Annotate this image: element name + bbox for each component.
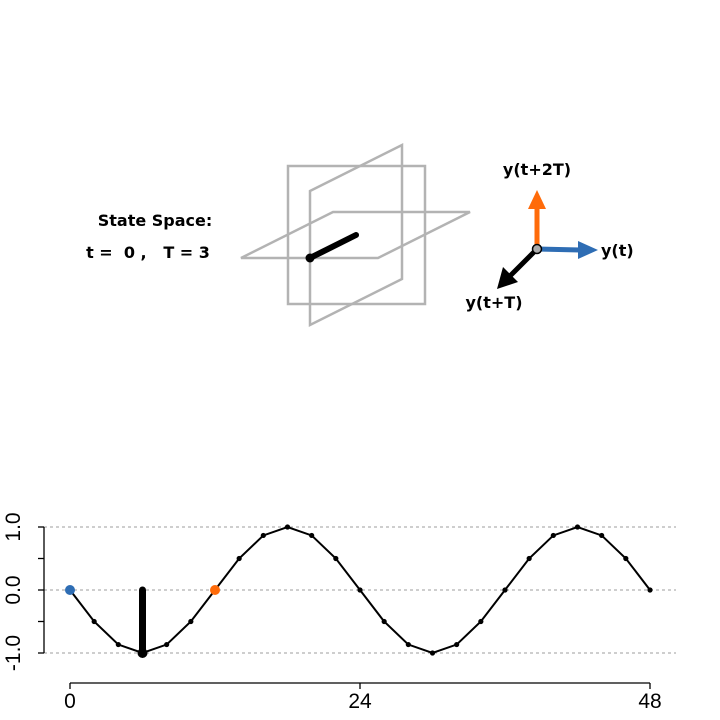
origin-point [531,243,543,255]
plane-side-yz [308,142,404,328]
time-series-chart: -1.0 0.0 1.0 0 24 48 [2,512,676,713]
data-point [91,618,97,625]
state-space-params: t = 0 , T = 3 [86,243,210,262]
plane-horizontal-xy [240,210,471,260]
trajectory-segment [307,232,359,261]
y-axis-arrow-shaft [508,247,539,278]
data-point [502,587,508,593]
data-point [284,524,291,530]
data-point [454,641,460,648]
highlight-point [65,585,75,595]
trajectory-point [305,253,315,263]
y-axis-label: y(t+T) [465,293,522,312]
x-tick-label: 48 [638,690,661,713]
y-tick-label: 0.0 [2,575,25,604]
x-axis-arrow-shaft [536,246,581,253]
x-axis-label: y(t) [601,241,634,260]
highlight-points [65,585,220,658]
data-point [164,641,170,648]
data-point [599,532,605,539]
data-point [357,587,363,593]
arrow-down-left-icon [497,267,518,289]
y-axis: -1.0 0.0 1.0 [2,512,45,671]
data-point [115,641,121,648]
data-point [405,641,411,648]
data-point [574,524,581,530]
arrow-up-icon [528,190,546,209]
state-space-label: State Space: t = 0 , T = 3 [86,211,212,262]
axes-legend: y(t+2T) y(t) y(t+T) [465,160,633,312]
data-point [623,555,629,562]
data-point [309,532,315,539]
data-point [260,532,266,539]
state-space-planes [240,142,471,328]
y-tick-label: -1.0 [2,635,25,671]
highlight-point [210,585,220,595]
data-point [478,618,484,625]
arrow-right-icon [578,241,598,259]
data-point [333,555,339,562]
highlight-point [137,648,148,658]
data-point [236,555,242,562]
z-axis-label: y(t+2T) [503,160,571,179]
state-space-title: State Space: [98,211,213,230]
data-point [381,618,387,625]
data-point [429,650,436,656]
x-tick-label: 0 [64,690,76,713]
data-point [188,618,194,625]
x-axis: 0 24 48 [64,682,662,713]
data-point [526,555,532,562]
state-space-trajectory [305,232,359,263]
x-tick-label: 24 [348,690,372,713]
y-tick-label: 1.0 [2,512,25,541]
data-point [550,532,556,539]
data-point [647,587,653,593]
series-line [67,524,653,656]
